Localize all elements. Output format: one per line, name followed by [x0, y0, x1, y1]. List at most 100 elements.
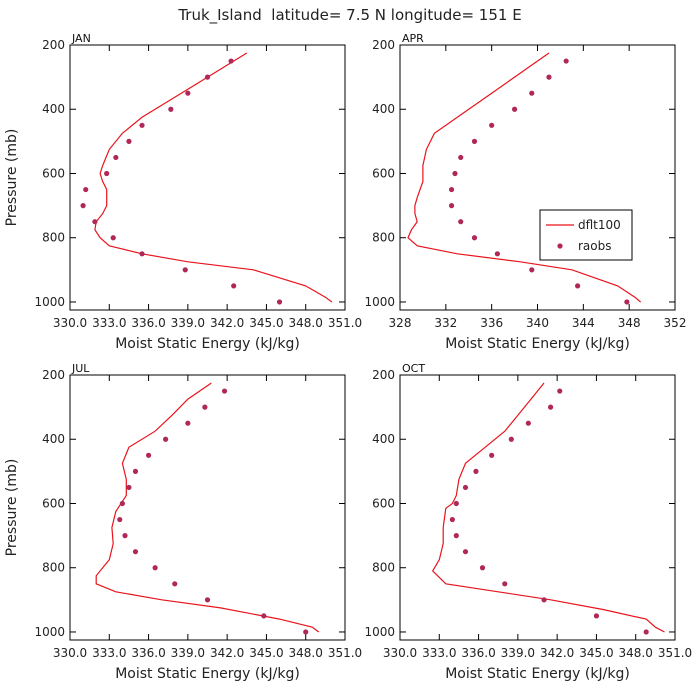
legend: dflt100 raobs: [539, 209, 633, 261]
data-point-raobs: [185, 420, 191, 426]
y-tick-label: 600: [372, 496, 395, 510]
panel-label-jul: JUL: [71, 362, 90, 375]
x-tick-label: 345.0: [249, 646, 283, 660]
y-tick-label: 200: [42, 368, 65, 382]
data-point-raobs: [593, 613, 600, 619]
data-point-raobs: [113, 154, 119, 161]
data-point-raobs: [547, 404, 554, 410]
plot-frame-oct: [399, 374, 676, 641]
data-point-raobs: [145, 452, 152, 458]
data-point-raobs: [92, 219, 98, 225]
x-tick-label: 330.0: [53, 646, 87, 660]
series-line-dflt100: [94, 52, 333, 303]
data-point-raobs: [182, 267, 188, 273]
data-point-raobs: [303, 629, 309, 635]
data-point-raobs: [104, 170, 110, 177]
data-point-raobs: [139, 251, 145, 257]
data-point-raobs: [502, 581, 508, 587]
data-point-raobs: [489, 122, 495, 128]
figure-title: Truk_Island latitude= 7.5 N longitude= 1…: [177, 6, 521, 25]
data-point-raobs: [261, 613, 267, 619]
x-tick-label: 339.0: [171, 646, 205, 660]
data-point-raobs: [494, 251, 500, 257]
x-tick-label: 336.0: [131, 316, 165, 330]
data-point-raobs: [276, 299, 283, 305]
y-tick-label: 600: [372, 166, 395, 180]
x-tick-label: 348.0: [289, 316, 323, 330]
data-point-raobs: [117, 516, 123, 523]
y-tick-label: 600: [42, 496, 65, 510]
y-tick-label: 400: [372, 432, 395, 446]
panel-label-jan: JAN: [71, 32, 91, 45]
data-point-raobs: [452, 170, 458, 177]
x-tick-label: 342.0: [210, 316, 244, 330]
data-point-raobs: [458, 219, 464, 225]
data-point-raobs: [126, 138, 132, 144]
x-tick-label: 336.0: [131, 646, 165, 660]
legend-dot-swatch: [557, 243, 563, 249]
y-axis-label: Pressure (mb): [4, 129, 20, 227]
x-axis-label: Moist Static Energy (kJ/kg): [115, 666, 300, 682]
data-point-raobs: [122, 533, 128, 539]
y-tick-label: 600: [42, 166, 65, 180]
y-tick-label: 400: [372, 102, 395, 116]
y-tick-label: 400: [42, 432, 65, 446]
panel-apr: APR 328 332 336 340 344 348 352 200 400 600 800 1000…: [364, 32, 686, 352]
legend-label-model: dflt100: [578, 218, 621, 232]
data-point-raobs: [525, 420, 531, 426]
data-point-raobs: [508, 436, 514, 442]
data-point-raobs: [624, 299, 630, 305]
x-tick-label: 328: [389, 316, 412, 330]
y-tick-label: 1000: [364, 295, 395, 309]
data-point-raobs: [529, 267, 535, 273]
data-point-raobs: [473, 468, 479, 474]
x-tick-label: 348.0: [619, 646, 653, 660]
data-point-raobs: [80, 203, 86, 209]
x-tick-label: 342.0: [540, 646, 574, 660]
y-tick-label: 200: [372, 38, 395, 52]
y-tick-label: 400: [42, 102, 65, 116]
data-point-raobs: [575, 283, 581, 289]
x-tick-label: 342.0: [210, 646, 244, 660]
data-point-raobs: [221, 388, 228, 394]
data-point-raobs: [453, 533, 459, 539]
x-tick-label: 351.0: [658, 646, 692, 660]
data-point-raobs: [204, 597, 211, 603]
data-point-raobs: [643, 629, 649, 635]
data-point-raobs: [132, 468, 139, 474]
y-tick-label: 200: [42, 38, 65, 52]
series-line-dflt100: [431, 382, 665, 633]
data-point-raobs: [557, 388, 563, 394]
panels-container: JAN 330.0 333.0 336.0 339.0 342.0 345.0 348.0 35…: [4, 32, 692, 682]
data-point-raobs: [563, 58, 569, 64]
data-point-raobs: [83, 186, 89, 193]
data-point-raobs: [185, 90, 191, 96]
x-tick-label: 348: [618, 316, 641, 330]
data-point-raobs: [132, 549, 139, 555]
y-tick-label: 800: [42, 561, 65, 575]
data-point-raobs: [546, 74, 552, 80]
data-point-raobs: [529, 90, 535, 96]
y-tick-label: 800: [42, 231, 65, 245]
data-point-raobs: [139, 122, 145, 128]
data-point-raobs: [462, 484, 469, 491]
y-tick-label: 800: [372, 561, 395, 575]
data-point-raobs: [152, 565, 158, 571]
panel-jan: JAN 330.0 333.0 336.0 339.0 342.0 345.0 348.0 35…: [4, 32, 362, 352]
data-point-raobs: [541, 597, 547, 603]
data-point-raobs: [471, 138, 478, 144]
data-point-raobs: [471, 235, 478, 241]
data-point-raobs: [126, 484, 132, 491]
y-axis-label: Pressure (mb): [4, 459, 20, 557]
panel-jul: JUL 330.0 333.0 336.0 339.0 342.0 345.0 348.0 35…: [4, 362, 362, 682]
series-line-dflt100: [407, 52, 641, 303]
legend-label-obs: raobs: [578, 239, 612, 253]
x-tick-label: 336: [480, 316, 503, 330]
x-tick-label: 351.0: [328, 646, 362, 660]
x-tick-label: 333.0: [422, 646, 456, 660]
x-tick-label: 336.0: [461, 646, 495, 660]
x-tick-label: 348.0: [289, 646, 323, 660]
data-point-raobs: [162, 436, 169, 442]
x-tick-label: 330.0: [53, 316, 87, 330]
